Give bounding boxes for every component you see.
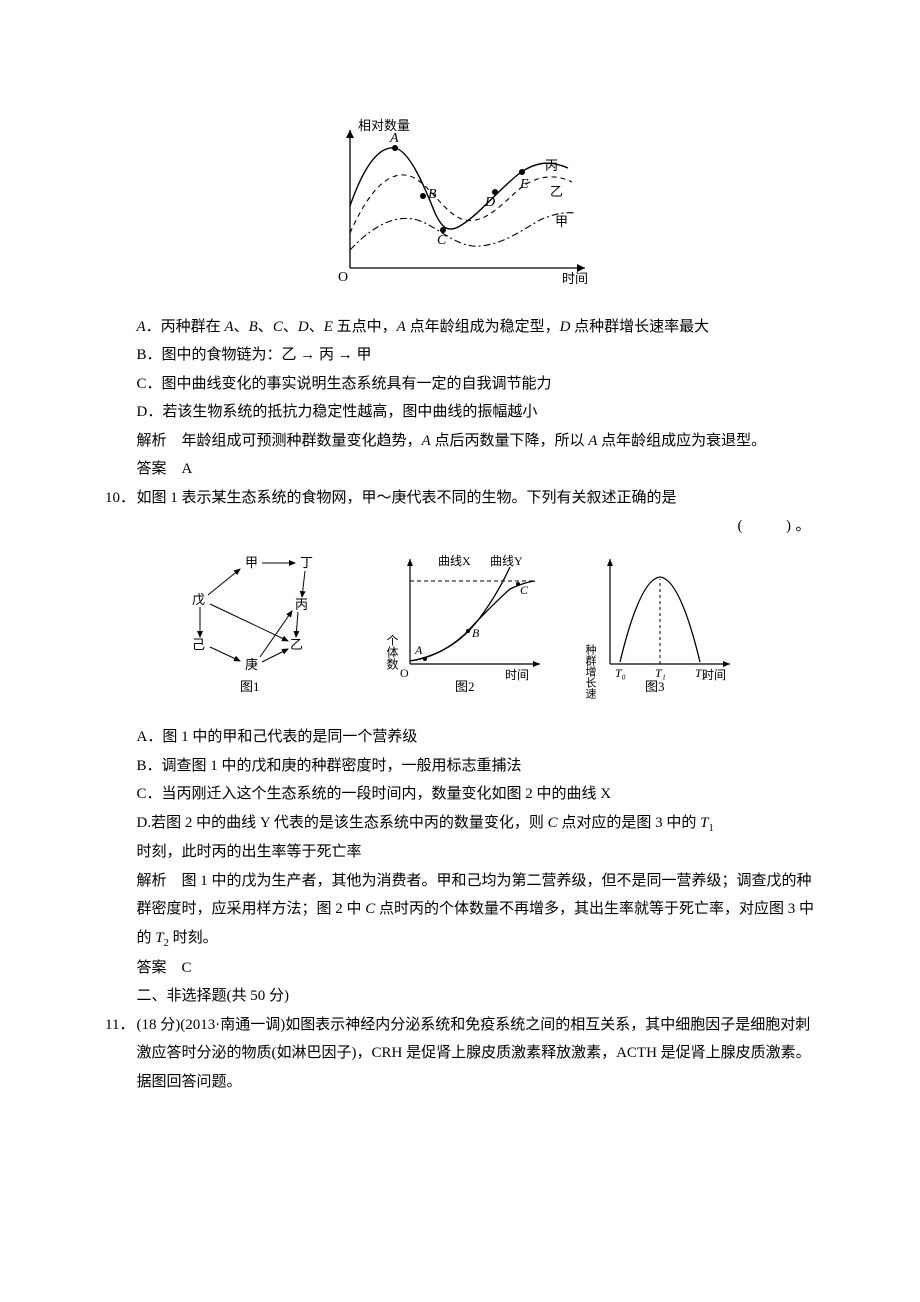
q9-optB: B．图中的食物链为：乙 → 丙 → 甲 <box>105 341 815 370</box>
q9-optC: C．图中曲线变化的事实说明生态系统具有一定的自我调节能力 <box>105 370 815 399</box>
q9-optA: A．丙种群在 A、B、C、D、E 五点中，A 点年龄组成为稳定型，D 点种群增长… <box>105 313 815 342</box>
section-ii-heading: 二、非选择题(共 50 分) <box>105 982 815 1011</box>
pt-A: A <box>389 131 399 146</box>
q10-figs-svg: 甲 丁 戊 丙 己 乙 庚 图1 O 个体数 时间 曲线X 曲线Y A B C <box>180 549 740 699</box>
xlabel: 时间 <box>562 271 588 286</box>
series-bing: 丙 <box>545 158 558 173</box>
svg-text:T₀: T₀ <box>615 666 626 680</box>
svg-text:丙: 丙 <box>295 597 308 612</box>
q10-optD: D.若图 2 中的曲线 Y 代表的是该生态系统中丙的数量变化，则 C 点对应的是… <box>105 809 815 867</box>
q10-paren-line: ( )。 <box>105 512 815 541</box>
series-yi: 乙 <box>550 184 563 199</box>
q10-figure: 甲 丁 戊 丙 己 乙 庚 图1 O 个体数 时间 曲线X 曲线Y A B C <box>105 549 815 710</box>
svg-text:图2: 图2 <box>455 679 475 694</box>
q9-optD: D．若该生物系统的抵抗力稳定性越高，图中曲线的振幅越小 <box>105 398 815 427</box>
q10-answer: 答案 C <box>105 954 815 983</box>
q9-explain: 解析 年龄组成可预测种群数量变化趋势，A 点后丙数量下降，所以 A 点年龄组成应… <box>105 427 815 456</box>
svg-text:甲: 甲 <box>245 555 258 570</box>
origin-label: O <box>338 270 348 285</box>
svg-text:图3: 图3 <box>645 679 665 694</box>
svg-text:B: B <box>472 626 480 640</box>
svg-text:丁: 丁 <box>300 555 313 570</box>
q9-figure: O 相对数量 时间 甲 乙 丙 A B C D E <box>105 118 815 299</box>
svg-text:T₁: T₁ <box>655 666 666 680</box>
svg-text:时间: 时间 <box>505 668 529 682</box>
pt-D: D <box>484 195 495 210</box>
q10-optB: B．调查图 1 中的戊和庚的种群密度时，一般用标志重捕法 <box>105 752 815 781</box>
svg-text:图1: 图1 <box>240 679 260 694</box>
pt-C: C <box>437 233 447 248</box>
svg-text:T₂: T₂ <box>695 666 706 680</box>
svg-text:戊: 戊 <box>192 592 205 607</box>
ylabel: 相对数量 <box>358 118 410 133</box>
svg-text:庚: 庚 <box>245 657 258 672</box>
svg-text:乙: 乙 <box>290 637 303 652</box>
svg-text:A: A <box>414 643 423 657</box>
q9-chart-svg: O 相对数量 时间 甲 乙 丙 A B C D E <box>310 118 610 288</box>
q10-optA: A．图 1 中的甲和己代表的是同一个营养级 <box>105 723 815 752</box>
q10-explain: 解析 图 1 中的戊为生产者，其他为消费者。甲和己均为第二营养级，但不是同一营养… <box>105 867 815 954</box>
q9-answer: 答案 A <box>105 455 815 484</box>
svg-text:曲线X: 曲线X <box>438 554 471 568</box>
pt-E: E <box>519 177 529 192</box>
svg-text:C: C <box>520 583 529 597</box>
svg-text:O: O <box>400 666 409 680</box>
pt-B: B <box>428 187 437 202</box>
q10-stem: 10． 如图 1 表示某生态系统的食物网，甲～庚代表不同的生物。下列有关叙述正确… <box>105 484 815 513</box>
svg-text:种群增长速率: 种群增长速率 <box>584 642 597 698</box>
svg-text:个体数: 个体数 <box>385 633 399 670</box>
svg-text:曲线Y: 曲线Y <box>490 554 523 568</box>
q11-stem: 11． (18 分)(2013·南通一调)如图表示神经内分泌系统和免疫系统之间的… <box>105 1011 815 1097</box>
q10-optC: C．当丙刚迁入这个生态系统的一段时间内，数量变化如图 2 中的曲线 X <box>105 780 815 809</box>
series-jia: 甲 <box>555 214 568 229</box>
svg-text:己: 己 <box>192 637 205 652</box>
